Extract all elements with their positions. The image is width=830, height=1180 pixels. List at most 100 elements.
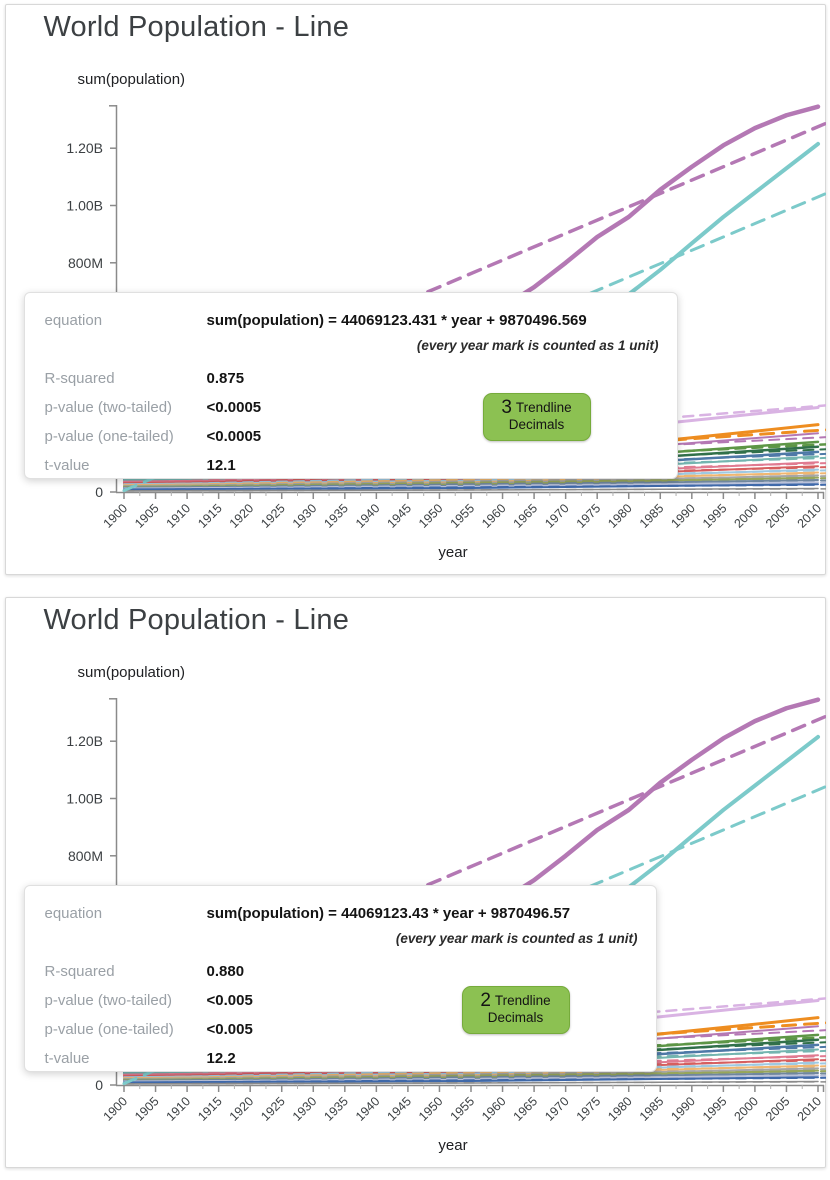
trendline-series-purple-major — [121, 121, 826, 423]
decimals-label-1: Trendline — [515, 400, 572, 415]
equation-label: equation — [44, 312, 103, 329]
x-tick-label: 1905 — [132, 501, 162, 531]
x-tick-label: 2005 — [763, 501, 793, 531]
x-tick-label: 1935 — [321, 1094, 351, 1124]
decimals-label-2: Decimals — [487, 1010, 544, 1025]
trendline-bundle-08 — [122, 1055, 826, 1077]
x-tick-label: 1945 — [384, 501, 414, 531]
decimals-label-1: Trendline — [494, 993, 551, 1008]
x-tick-label: 1990 — [668, 1094, 698, 1124]
x-tick-label: 1965 — [510, 501, 540, 531]
x-tick-label: 1930 — [289, 501, 319, 531]
page-title: World Population - Line — [43, 11, 350, 43]
x-tick-label: 1900 — [100, 501, 130, 531]
series-line-bundle-16 — [122, 483, 819, 491]
x-tick-label: 1970 — [542, 1094, 572, 1124]
x-tick-label: 1960 — [479, 501, 509, 531]
x-tick-label: 2000 — [731, 1094, 761, 1124]
t-value-label: t-value — [44, 1050, 90, 1067]
equation-label: equation — [44, 905, 103, 922]
equation-value: sum(population) = 44069123.431 * year + … — [206, 312, 587, 329]
decimals-count: 3 — [501, 397, 512, 418]
x-tick-label: 1980 — [605, 501, 635, 531]
t-value-value: 12.2 — [206, 1050, 236, 1067]
t-value-value: 12.1 — [206, 457, 236, 474]
x-tick-label: 1900 — [100, 1094, 130, 1124]
series-line-bundle-17 — [122, 487, 819, 492]
p-value-two-tailed-label: p-value (two-tailed) — [44, 992, 173, 1009]
r-squared-value: 0.880 — [206, 963, 245, 980]
decimals-label-2: Decimals — [508, 417, 565, 432]
trendline-decimals-button[interactable]: 2 Trendline Decimals — [461, 986, 570, 1034]
trendline-bundle-08 — [122, 462, 826, 484]
x-tick-label: 1990 — [668, 501, 698, 531]
x-tick-label: 1925 — [258, 1094, 288, 1124]
x-tick-label: 1920 — [226, 1094, 256, 1124]
r-squared-label: R-squared — [44, 963, 115, 980]
x-tick-label: 1975 — [573, 501, 603, 531]
decimals-count: 2 — [480, 990, 491, 1011]
x-tick-label: 2000 — [731, 501, 761, 531]
p-value-one-tailed-value: <0.005 — [206, 1021, 253, 1038]
x-tick-label: 1985 — [636, 501, 666, 531]
x-tick-label: 1945 — [384, 1094, 414, 1124]
x-tick-label: 1955 — [447, 501, 477, 531]
equation-note: (every year mark is counted as 1 unit) — [395, 931, 638, 946]
x-tick-label: 1920 — [226, 501, 256, 531]
x-tick-label: 1925 — [258, 501, 288, 531]
r-squared-label: R-squared — [44, 370, 115, 387]
trendline-series-purple-major — [121, 714, 826, 1016]
x-tick-label: 1965 — [510, 1094, 540, 1124]
x-tick-label: 1975 — [573, 1094, 603, 1124]
p-value-two-tailed-value: <0.0005 — [206, 399, 262, 416]
x-axis-title: year — [438, 544, 467, 561]
page-title: World Population - Line — [43, 604, 350, 636]
trendline-stats-tooltip: equation sum(population) = 44069123.43 *… — [23, 885, 657, 1072]
x-tick-label: 1985 — [636, 1094, 666, 1124]
trendline-stats-tooltip: equation sum(population) = 44069123.431 … — [23, 292, 678, 479]
p-value-one-tailed-label: p-value (one-tailed) — [44, 428, 174, 445]
y-tick-label: 1.00B — [66, 198, 103, 214]
x-tick-label: 1960 — [479, 1094, 509, 1124]
x-tick-label: 1935 — [321, 501, 351, 531]
y-tick-label: 0 — [95, 1077, 103, 1093]
x-tick-label: 1995 — [699, 501, 729, 531]
trendline-decimals-button[interactable]: 3 Trendline Decimals — [482, 393, 591, 441]
series-line-bundle-17 — [122, 1080, 819, 1085]
x-tick-label: 1950 — [416, 501, 446, 531]
chart-panel-top: World Population - Line sum(population) … — [4, 4, 826, 575]
x-tick-label: 1970 — [542, 501, 572, 531]
y-axis-title: sum(population) — [77, 664, 186, 681]
x-tick-label: 1940 — [352, 1094, 382, 1124]
equation-value: sum(population) = 44069123.43 * year + 9… — [206, 905, 571, 922]
x-tick-label: 1910 — [163, 1094, 193, 1124]
x-axis-title: year — [438, 1137, 467, 1154]
x-tick-label: 1915 — [195, 501, 225, 531]
p-value-one-tailed-value: <0.0005 — [206, 428, 262, 445]
p-value-one-tailed-label: p-value (one-tailed) — [44, 1021, 174, 1038]
y-tick-label: 0 — [95, 484, 103, 500]
x-tick-label: 2010 — [794, 1094, 824, 1124]
y-tick-label: 1.20B — [66, 140, 103, 156]
x-tick-label: 1910 — [163, 501, 193, 531]
x-tick-label: 1940 — [352, 501, 382, 531]
y-axis-title: sum(population) — [77, 71, 186, 88]
y-tick-label: 800M — [67, 848, 102, 864]
x-tick-label: 1980 — [605, 1094, 635, 1124]
x-tick-label: 1905 — [132, 1094, 162, 1124]
y-tick-label: 1.00B — [66, 791, 103, 807]
x-tick-label: 2010 — [794, 501, 824, 531]
x-tick-label: 1930 — [289, 1094, 319, 1124]
p-value-two-tailed-value: <0.005 — [206, 992, 253, 1009]
x-tick-label: 1995 — [699, 1094, 729, 1124]
x-tick-label: 1955 — [447, 1094, 477, 1124]
y-tick-label: 1.20B — [66, 733, 103, 749]
chart-panel-bottom: World Population - Line sum(population) … — [4, 597, 826, 1168]
equation-note: (every year mark is counted as 1 unit) — [416, 338, 659, 353]
series-line-bundle-16 — [122, 1076, 819, 1084]
y-tick-label: 800M — [67, 255, 102, 271]
x-tick-label: 1950 — [416, 1094, 446, 1124]
p-value-two-tailed-label: p-value (two-tailed) — [44, 399, 173, 416]
